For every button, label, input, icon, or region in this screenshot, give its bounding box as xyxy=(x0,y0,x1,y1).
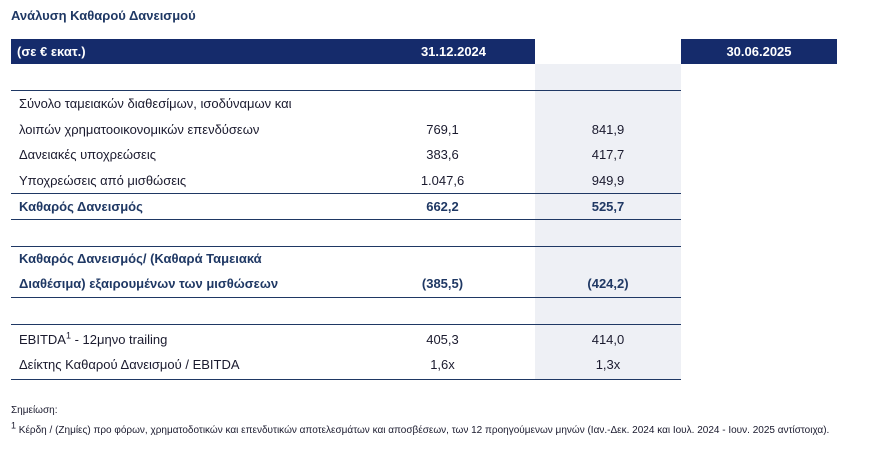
ebitda-label: EBITDA xyxy=(19,332,66,347)
divider xyxy=(11,246,681,247)
divider xyxy=(11,379,681,380)
net-debt-value-2024: 662,2 xyxy=(426,199,459,214)
row-label-net-cash-line1: Καθαρός Δανεισμός/ (Καθαρά Ταμειακά xyxy=(19,251,262,266)
loans-value-2024: 383,6 xyxy=(426,147,459,162)
net-cash-value-2024: (385,5) xyxy=(421,276,464,291)
leases-value-2025: 949,9 xyxy=(591,173,625,188)
footnote-number: 1 xyxy=(11,420,17,431)
ratio-value-2025: 1,3x xyxy=(595,357,621,372)
row-label-leases: Υποχρεώσεις από μισθώσεις xyxy=(19,173,187,188)
ebitda-suffix: - 12μηνο trailing xyxy=(70,332,168,347)
notes-heading: Σημείωση: xyxy=(11,405,58,416)
row-label-cash-line1: Σύνολο ταμειακών διαθεσίμων, ισοδύναμων … xyxy=(19,96,292,111)
column-header-2024: 31.12.2024 xyxy=(420,44,487,59)
table-header-bar: (σε € εκατ.) 31.12.2024 xyxy=(11,39,535,64)
divider xyxy=(11,193,681,194)
divider xyxy=(11,297,681,298)
net-debt-value-2025: 525,7 xyxy=(591,199,625,214)
divider xyxy=(11,324,681,325)
net-cash-value-2025: (424,2) xyxy=(587,276,629,291)
footnote-marker: 1 xyxy=(65,330,71,341)
loans-value-2025: 417,7 xyxy=(591,147,625,162)
divider xyxy=(11,90,681,91)
leases-value-2024: 1.047,6 xyxy=(420,173,465,188)
footnote-text: Κέρδη / (Ζημίες) προ φόρων, χρηματοδοτικ… xyxy=(16,425,830,436)
highlight-column xyxy=(535,64,681,380)
page-title: Ανάλυση Καθαρού Δανεισμού xyxy=(11,8,196,23)
column-header-2025: 30.06.2025 xyxy=(681,39,837,64)
row-label-net-cash-line2: Διαθέσιμα) εξαιρουμένων των μισθώσεων xyxy=(19,276,279,291)
divider xyxy=(11,219,681,220)
ratio-value-2024: 1,6x xyxy=(430,357,455,372)
cash-value-2024: 769,1 xyxy=(426,122,459,137)
row-label-ebitda: EBITDA1 - 12μηνο trailing xyxy=(19,330,167,350)
row-label-ratio: Δείκτης Καθαρού Δανεισμού / EBITDA xyxy=(19,357,240,372)
row-label-cash-line2: λοιπών χρηματοοικονομικών επενδύσεων xyxy=(19,122,260,137)
unit-label: (σε € εκατ.) xyxy=(17,44,86,59)
footnote: 1 Κέρδη / (Ζημίες) προ φόρων, χρηματοδοτ… xyxy=(11,421,830,436)
row-label-net-debt: Καθαρός Δανεισμός xyxy=(19,199,143,214)
ebitda-value-2025: 414,0 xyxy=(591,332,625,347)
ebitda-value-2024: 405,3 xyxy=(426,332,459,347)
cash-value-2025: 841,9 xyxy=(591,122,625,137)
row-label-loans: Δανειακές υποχρεώσεις xyxy=(19,147,156,162)
